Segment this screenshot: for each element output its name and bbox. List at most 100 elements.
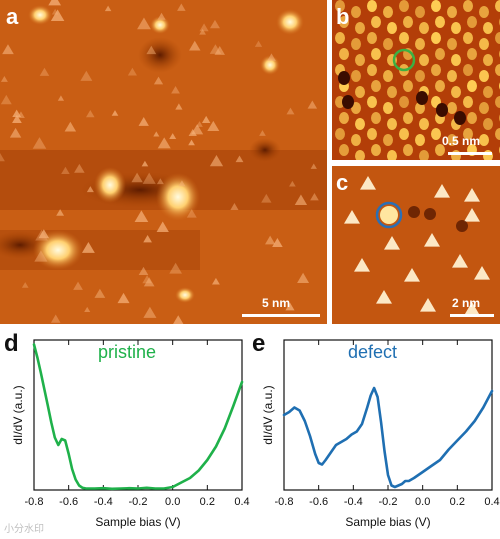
defect-triangle <box>310 193 319 201</box>
lattice-atom <box>451 22 461 34</box>
lattice-vacancy <box>416 91 428 105</box>
x-tick-label: -0.4 <box>94 496 113 508</box>
defect-triangle <box>424 233 440 247</box>
lattice-atom <box>419 150 429 160</box>
lattice-atom <box>447 38 457 50</box>
lattice-atom <box>367 96 377 108</box>
x-tick-label: -0.8 <box>25 496 44 508</box>
lattice-atom <box>383 38 393 50</box>
plot-frame <box>33 339 243 491</box>
x-tick-label: -0.8 <box>275 496 294 508</box>
lattice-atom <box>479 134 489 146</box>
defect-triangle <box>265 235 276 245</box>
defect-triangle <box>138 266 149 276</box>
scalebar-label-c: 2 nm <box>452 296 481 310</box>
x-tick-label: 0.2 <box>450 496 465 508</box>
defect-triangle <box>143 306 157 318</box>
defect-triangle <box>261 193 272 203</box>
lattice-atom <box>367 0 377 12</box>
lattice-atom <box>355 86 365 98</box>
lattice-atom <box>483 54 493 66</box>
defect-triangle <box>214 45 225 55</box>
x-tick-label: -0.2 <box>379 496 398 508</box>
lattice-atom <box>383 6 393 18</box>
lattice-atom <box>435 48 445 60</box>
lattice-atom <box>399 128 409 140</box>
defect-triangle <box>84 306 91 313</box>
lattice-atom <box>463 64 473 76</box>
defect-site-marker <box>375 201 403 229</box>
lattice-atom <box>351 134 361 146</box>
defect-triangle <box>141 160 149 167</box>
defect-triangle <box>199 28 206 35</box>
lattice-atom <box>479 6 489 18</box>
x-axis-label: Sample bias (V) <box>345 515 430 529</box>
lattice-atom <box>415 102 425 114</box>
defect-triangle <box>310 163 317 169</box>
scalebar-c <box>450 314 494 317</box>
lattice-atom <box>367 64 377 76</box>
panel-label-e: e <box>252 330 266 357</box>
defect-triangle <box>344 210 360 224</box>
defect-triangle <box>209 44 222 54</box>
lattice-atom <box>339 16 349 28</box>
defect-triangle <box>111 110 119 116</box>
lattice-vacancy <box>454 111 466 125</box>
lattice-atom <box>399 96 409 108</box>
defect-dark-spot <box>424 208 436 220</box>
lattice-atom <box>403 144 413 156</box>
defect-triangle <box>384 236 400 250</box>
lattice-atom <box>495 64 500 76</box>
defect-triangle <box>81 241 95 253</box>
lattice-atom <box>451 54 461 66</box>
lattice-atom <box>355 54 365 66</box>
lattice-atom <box>483 22 493 34</box>
defect-triangle <box>212 277 220 285</box>
defect-triangle <box>173 315 184 324</box>
lattice-atom <box>387 118 397 130</box>
x-tick-label: 0.0 <box>165 496 180 508</box>
lattice-atom <box>479 38 489 50</box>
defect-triangle <box>156 221 169 233</box>
defect-triangle <box>104 5 112 12</box>
lattice-atom <box>483 86 493 98</box>
defect-triangle <box>188 139 195 146</box>
lattice-atom <box>447 6 457 18</box>
defect-triangle <box>404 268 420 282</box>
lattice-atom <box>435 80 445 92</box>
lattice-atom <box>335 96 345 108</box>
lattice-atom <box>431 128 441 140</box>
lattice-atom <box>367 128 377 140</box>
lattice-atom <box>479 70 489 82</box>
stm-image-c-defects <box>344 176 490 316</box>
defect-triangle <box>156 178 164 185</box>
lattice-atom <box>463 128 473 140</box>
defect-triangle <box>0 153 5 162</box>
defect-triangle <box>157 137 171 149</box>
defect-triangle <box>138 117 149 126</box>
spectrum-plot-pristine: -0.8 -0.6 -0.4 -0.2 0.0 0.2 0.4 Sample bias (V)… <box>11 339 250 529</box>
defect-triangle <box>21 282 29 288</box>
lattice-atom <box>431 64 441 76</box>
defect-triangle <box>38 229 50 239</box>
defect-triangle <box>191 124 204 135</box>
lattice-atom <box>463 32 473 44</box>
defect-triangle <box>0 76 8 82</box>
defect-triangle <box>143 235 152 243</box>
lattice-atom <box>399 32 409 44</box>
series-line-pristine <box>32 343 244 491</box>
lattice-atom <box>403 80 413 92</box>
pristine-site-marker <box>392 48 416 72</box>
defect-triangle <box>143 277 155 287</box>
lattice-atom <box>351 70 361 82</box>
defect-triangle <box>131 172 143 183</box>
series-line-defect <box>282 386 494 489</box>
lattice-atom <box>335 32 345 44</box>
lattice-atom <box>355 118 365 130</box>
defect-triangle <box>175 103 183 110</box>
defect-triangle <box>9 127 22 138</box>
lattice-atom <box>371 112 381 124</box>
lattice-atom <box>467 112 477 124</box>
stm-image-b-svg <box>332 0 500 160</box>
lattice-atom <box>495 96 500 108</box>
